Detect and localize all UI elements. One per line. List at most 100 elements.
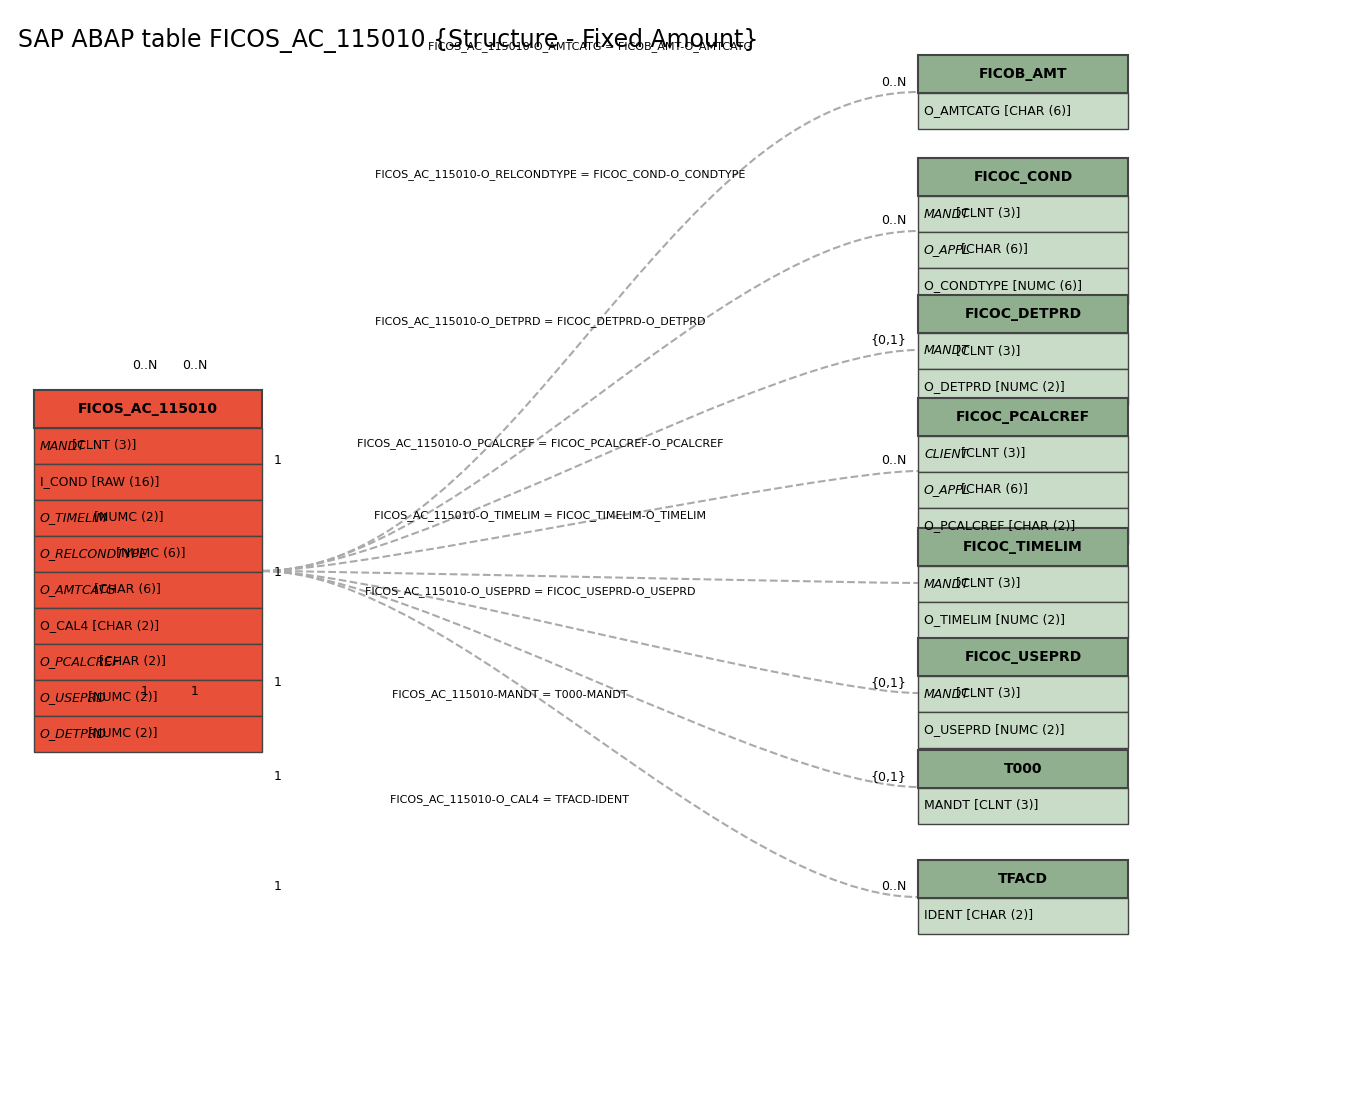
Text: O_DETPRD [NUMC (2)]: O_DETPRD [NUMC (2)]: [924, 381, 1065, 393]
Text: FICOS_AC_115010-O_PCALCREF = FICOC_PCALCREF-O_PCALCREF: FICOS_AC_115010-O_PCALCREF = FICOC_PCALC…: [357, 439, 723, 449]
Text: O_DETPRD: O_DETPRD: [39, 728, 107, 740]
Text: FICOC_TIMELIM: FICOC_TIMELIM: [963, 540, 1083, 554]
Text: {0,1}: {0,1}: [870, 771, 906, 784]
Bar: [34, 500, 262, 536]
Text: [CLNT (3)]: [CLNT (3)]: [951, 688, 1020, 700]
Text: FICOS_AC_115010-O_TIMELIM = FICOC_TIMELIM-O_TIMELIM: FICOS_AC_115010-O_TIMELIM = FICOC_TIMELI…: [375, 511, 706, 522]
Bar: [917, 93, 1128, 129]
Text: 1: 1: [274, 567, 282, 579]
Text: [CHAR (2)]: [CHAR (2)]: [95, 655, 166, 669]
Bar: [917, 196, 1128, 232]
Bar: [34, 464, 262, 500]
Bar: [917, 472, 1128, 508]
Bar: [917, 788, 1128, 824]
Bar: [917, 750, 1128, 788]
Bar: [917, 508, 1128, 544]
Text: O_TIMELIM: O_TIMELIM: [39, 512, 107, 524]
Text: CLIENT: CLIENT: [924, 448, 969, 460]
Bar: [917, 603, 1128, 638]
Bar: [917, 398, 1128, 436]
Text: FICOC_DETPRD: FICOC_DETPRD: [965, 307, 1082, 321]
Bar: [34, 680, 262, 716]
Text: 1: 1: [141, 685, 149, 698]
Text: FICOS_AC_115010-O_USEPRD = FICOC_USEPRD-O_USEPRD: FICOS_AC_115010-O_USEPRD = FICOC_USEPRD-…: [365, 587, 695, 597]
Text: [CLNT (3)]: [CLNT (3)]: [951, 207, 1020, 221]
Bar: [34, 536, 262, 572]
Text: FICOS_AC_115010-O_DETPRD = FICOC_DETPRD-O_DETPRD: FICOS_AC_115010-O_DETPRD = FICOC_DETPRD-…: [375, 317, 706, 327]
Text: 1: 1: [274, 771, 282, 784]
Text: 1: 1: [191, 685, 199, 698]
Bar: [917, 55, 1128, 93]
Text: 0..N: 0..N: [182, 360, 208, 372]
Bar: [917, 528, 1128, 566]
Text: TFACD: TFACD: [997, 872, 1048, 886]
Text: [CHAR (6)]: [CHAR (6)]: [957, 243, 1027, 256]
Text: MANDT: MANDT: [924, 688, 970, 700]
Text: O_AMTCATG: O_AMTCATG: [39, 584, 117, 597]
Text: [CLNT (3)]: [CLNT (3)]: [951, 578, 1020, 590]
Bar: [917, 158, 1128, 196]
Text: MANDT: MANDT: [39, 439, 85, 452]
Text: 1: 1: [274, 676, 282, 690]
Text: O_PCALCREF [CHAR (2)]: O_PCALCREF [CHAR (2)]: [924, 520, 1075, 532]
Text: FICOC_COND: FICOC_COND: [973, 170, 1072, 184]
Text: O_USEPRD: O_USEPRD: [39, 691, 107, 704]
Text: {0,1}: {0,1}: [870, 676, 906, 690]
Text: 1: 1: [274, 455, 282, 467]
Text: 0..N: 0..N: [881, 455, 906, 467]
Text: 0..N: 0..N: [881, 75, 906, 88]
Text: [NUMC (6)]: [NUMC (6)]: [111, 548, 185, 560]
Text: [NUMC (2)]: [NUMC (2)]: [84, 691, 157, 704]
Bar: [917, 333, 1128, 368]
Bar: [34, 390, 262, 428]
Text: FICOS_AC_115010-O_CAL4 = TFACD-IDENT: FICOS_AC_115010-O_CAL4 = TFACD-IDENT: [391, 794, 630, 805]
Text: MANDT: MANDT: [924, 345, 970, 357]
Bar: [917, 712, 1128, 748]
Text: O_CONDTYPE [NUMC (6)]: O_CONDTYPE [NUMC (6)]: [924, 280, 1082, 292]
Text: IDENT [CHAR (2)]: IDENT [CHAR (2)]: [924, 909, 1033, 923]
Text: FICOC_PCALCREF: FICOC_PCALCREF: [955, 410, 1090, 424]
Text: FICOB_AMT: FICOB_AMT: [978, 67, 1067, 81]
Text: [CLNT (3)]: [CLNT (3)]: [951, 345, 1020, 357]
Bar: [917, 676, 1128, 712]
Text: [NUMC (2)]: [NUMC (2)]: [84, 728, 157, 740]
Text: SAP ABAP table FICOS_AC_115010 {Structure - Fixed Amount}: SAP ABAP table FICOS_AC_115010 {Structur…: [18, 28, 759, 53]
Bar: [34, 572, 262, 608]
Bar: [34, 716, 262, 752]
Text: O_APPL: O_APPL: [924, 243, 970, 256]
Text: FICOS_AC_115010: FICOS_AC_115010: [77, 402, 218, 416]
Text: [CHAR (6)]: [CHAR (6)]: [957, 484, 1027, 496]
Bar: [34, 428, 262, 464]
Bar: [917, 295, 1128, 333]
Text: MANDT: MANDT: [924, 207, 970, 221]
Text: O_APPL: O_APPL: [924, 484, 970, 496]
Text: 1: 1: [274, 880, 282, 894]
Text: [CLNT (3)]: [CLNT (3)]: [68, 439, 136, 452]
Bar: [34, 608, 262, 644]
Text: [CHAR (6)]: [CHAR (6)]: [90, 584, 160, 597]
Text: O_RELCONDTYPE: O_RELCONDTYPE: [39, 548, 148, 560]
Text: I_COND [RAW (16)]: I_COND [RAW (16)]: [39, 476, 159, 488]
Bar: [917, 898, 1128, 934]
Text: O_CAL4 [CHAR (2)]: O_CAL4 [CHAR (2)]: [39, 619, 159, 633]
Text: 0..N: 0..N: [881, 215, 906, 227]
Text: [NUMC (2)]: [NUMC (2)]: [90, 512, 163, 524]
Text: {0,1}: {0,1}: [870, 334, 906, 346]
Bar: [34, 644, 262, 680]
Text: T000: T000: [1004, 762, 1042, 776]
Text: FICOS_AC_115010-MANDT = T000-MANDT: FICOS_AC_115010-MANDT = T000-MANDT: [392, 690, 628, 700]
Text: O_USEPRD [NUMC (2)]: O_USEPRD [NUMC (2)]: [924, 724, 1064, 737]
Bar: [917, 638, 1128, 676]
Bar: [917, 268, 1128, 304]
Text: O_PCALCREF: O_PCALCREF: [39, 655, 121, 669]
Text: [CLNT (3)]: [CLNT (3)]: [957, 448, 1026, 460]
Bar: [917, 436, 1128, 472]
Text: O_AMTCATG [CHAR (6)]: O_AMTCATG [CHAR (6)]: [924, 104, 1071, 118]
Text: O_TIMELIM [NUMC (2)]: O_TIMELIM [NUMC (2)]: [924, 614, 1065, 626]
Text: FICOC_USEPRD: FICOC_USEPRD: [965, 650, 1082, 664]
Bar: [917, 860, 1128, 898]
Text: 0..N: 0..N: [133, 360, 157, 372]
Text: FICOS_AC_115010-O_RELCONDTYPE = FICOC_COND-O_CONDTYPE: FICOS_AC_115010-O_RELCONDTYPE = FICOC_CO…: [375, 169, 745, 180]
Text: FICOS_AC_115010-O_AMTCATG = FICOB_AMT-O_AMTCATG: FICOS_AC_115010-O_AMTCATG = FICOB_AMT-O_…: [427, 41, 752, 53]
Text: 0..N: 0..N: [881, 880, 906, 894]
